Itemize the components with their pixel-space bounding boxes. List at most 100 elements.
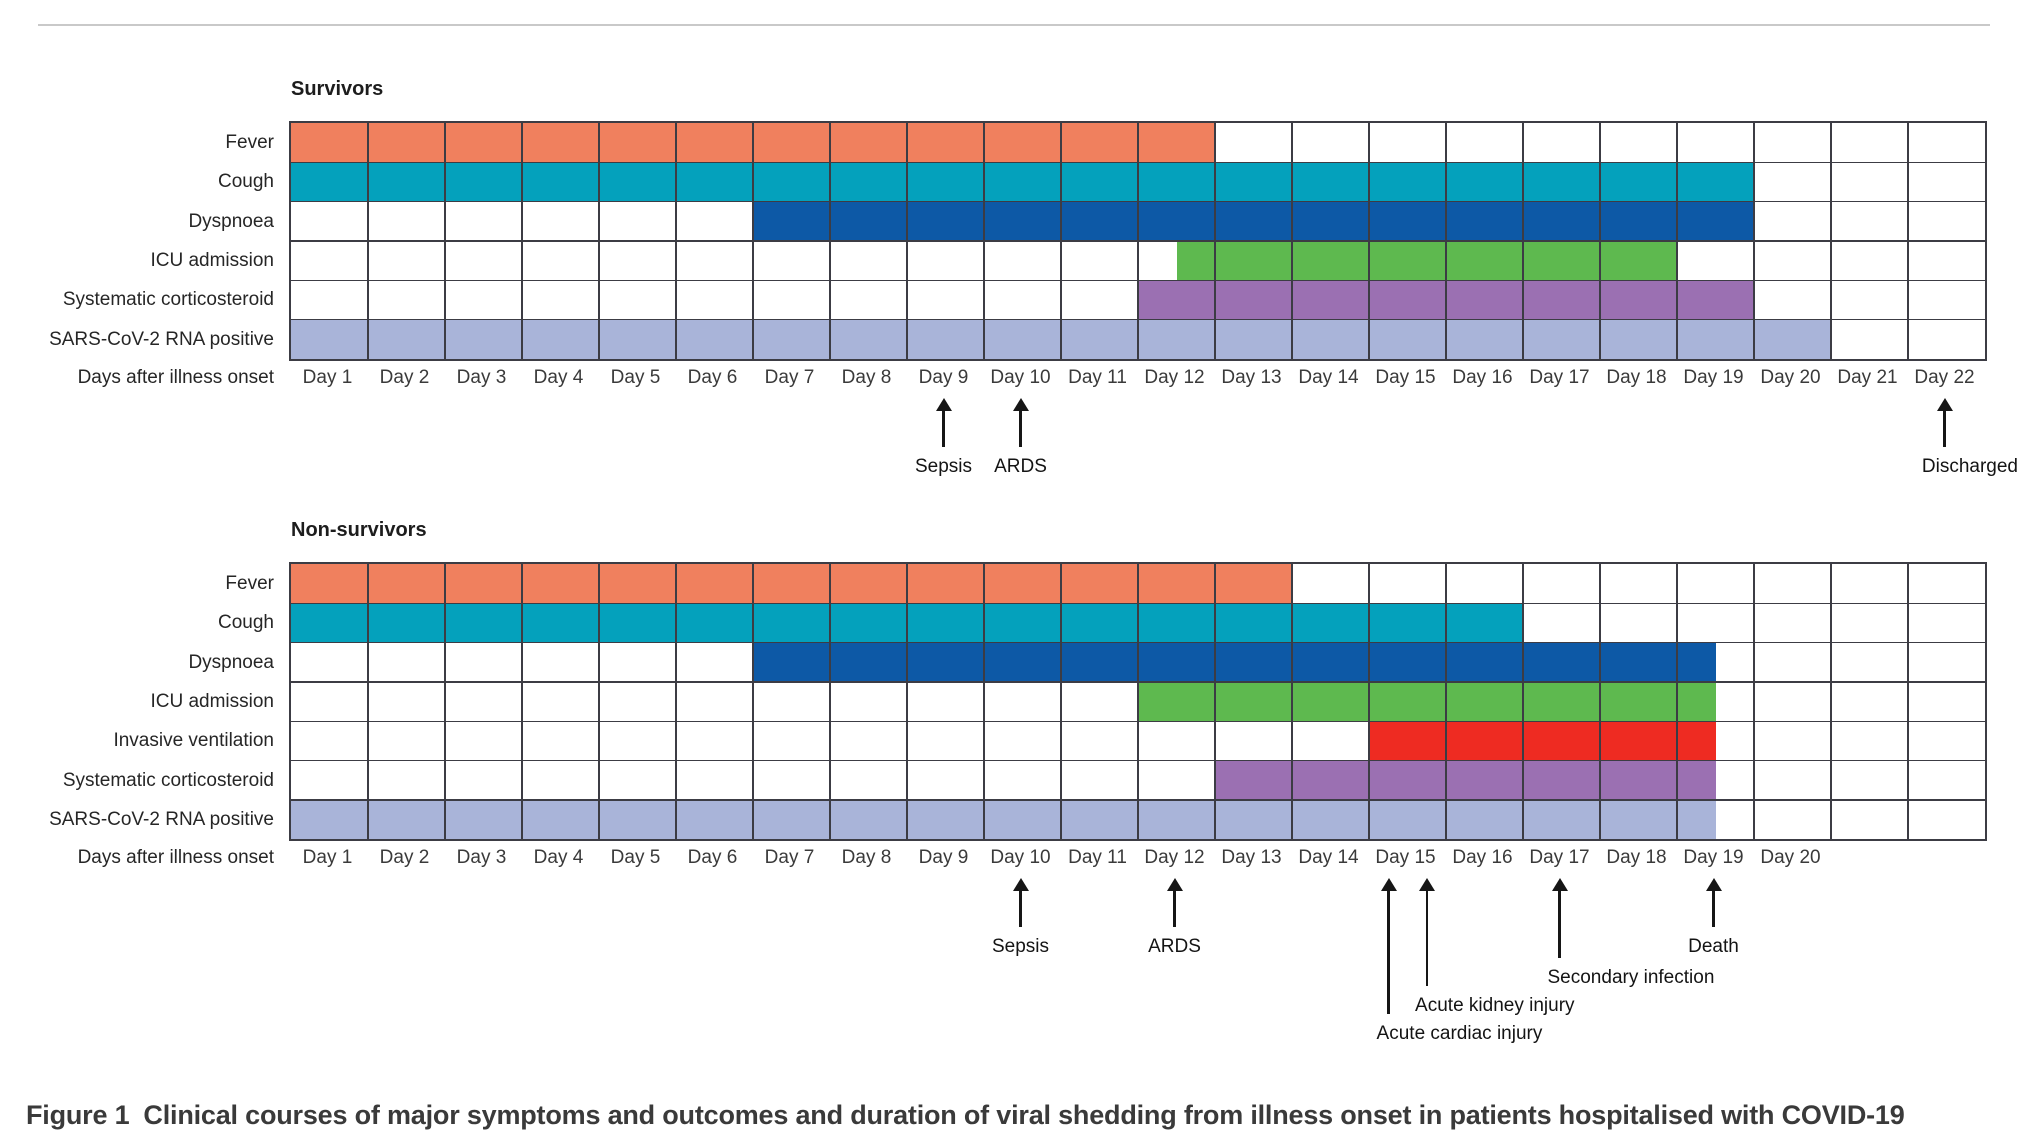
day-label-3: Day 3 [456, 367, 507, 388]
grid-vline [1445, 564, 1447, 839]
grid-vline [906, 564, 908, 839]
grid-vline [521, 564, 523, 839]
grid-vline [1214, 123, 1216, 359]
day-label-13: Day 13 [1221, 847, 1282, 868]
bar-dyspnoea [753, 642, 1716, 682]
grid-vline [1368, 564, 1370, 839]
grid-vline [906, 123, 908, 359]
row-label-cough: Cough [218, 171, 274, 193]
marker-label-ards: ARDS [994, 456, 1047, 477]
bar-invasive-ventilation [1369, 721, 1716, 761]
marker-label-sepsis: Sepsis [914, 456, 973, 477]
row-label-systematic-corticosteroid: Systematic corticosteroid [62, 769, 274, 791]
grid-vline [1445, 123, 1447, 359]
panel-title: Non-survivors [291, 519, 427, 541]
marker-arrow-sepsis [1012, 878, 1029, 891]
row-label-cough: Cough [218, 612, 274, 634]
day-label-21: Day 21 [1837, 367, 1898, 388]
day-label-19: Day 19 [1683, 847, 1744, 868]
bar-icu-admission [1138, 681, 1716, 722]
day-label-4: Day 4 [533, 367, 584, 388]
marker-arrow-ards [1012, 398, 1029, 411]
bar-cough [291, 162, 1754, 202]
grid-vline [752, 123, 754, 359]
grid-vline [1368, 123, 1370, 359]
grid-vline [675, 123, 677, 359]
grid-vline [444, 123, 446, 359]
day-label-9: Day 9 [918, 367, 969, 388]
grid-vline [367, 123, 369, 359]
grid-vline [1291, 123, 1293, 359]
grid-vline [1137, 564, 1139, 839]
row-label-icu-admission: ICU admission [150, 249, 274, 271]
marker-stem-death [1712, 890, 1715, 927]
grid-vline [1522, 564, 1524, 839]
grid-vline [829, 123, 831, 359]
marker-stem-ards [1019, 410, 1022, 447]
grid-vline [829, 564, 831, 839]
grid-vline [1676, 564, 1678, 839]
grid-vline [1137, 123, 1139, 359]
marker-stem-secondary-infection [1558, 890, 1561, 958]
grid-vline [1753, 564, 1755, 839]
figure-caption-label: Figure 1 [26, 1100, 130, 1130]
timeline-grid [289, 121, 1987, 361]
day-label-6: Day 6 [687, 847, 738, 868]
top-rule [38, 24, 1990, 26]
day-label-19: Day 19 [1683, 367, 1744, 388]
row-label-fever: Fever [225, 573, 274, 594]
day-label-11: Day 11 [1068, 367, 1127, 388]
day-label-6: Day 6 [687, 367, 738, 388]
bar-fever [291, 564, 1292, 604]
row-label-icu-admission: ICU admission [150, 690, 274, 712]
grid-vline [598, 123, 600, 359]
grid-vline [1830, 123, 1832, 359]
day-label-15: Day 15 [1375, 367, 1436, 388]
marker-stem-ards [1173, 890, 1176, 927]
marker-stem-sepsis [1019, 890, 1022, 927]
day-label-22: Day 22 [1914, 367, 1975, 388]
day-label-18: Day 18 [1606, 367, 1667, 388]
marker-label-sepsis: Sepsis [991, 936, 1050, 957]
grid-vline [1060, 564, 1062, 839]
day-label-12: Day 12 [1144, 847, 1205, 868]
bar-icu-admission [1176, 240, 1677, 281]
grid-vline [1830, 564, 1832, 839]
grid-vline [1214, 564, 1216, 839]
row-label-invasive-ventilation: Invasive ventilation [113, 730, 274, 752]
panel-title: Survivors [291, 78, 384, 100]
grid-vline [1291, 564, 1293, 839]
day-label-3: Day 3 [456, 847, 507, 868]
day-label-14: Day 14 [1298, 367, 1359, 388]
timeline-grid [289, 562, 1987, 841]
grid-vline [1753, 123, 1755, 359]
grid-vline [1907, 123, 1909, 359]
grid-vline [983, 564, 985, 839]
bar-systematic-corticosteroid [1215, 760, 1716, 800]
row-label-sars-cov-2-rna-positive: SARS-CoV-2 RNA positive [49, 808, 274, 830]
day-label-5: Day 5 [610, 847, 661, 868]
marker-stem-acute-cardiac-injury [1387, 890, 1390, 1014]
figure-caption: Figure 1 Clinical courses of major sympto… [26, 1100, 1905, 1131]
row-label-dyspnoea: Dyspnoea [188, 210, 274, 232]
figure-caption-text: Clinical courses of major symptoms and o… [143, 1100, 1905, 1130]
grid-vline [521, 123, 523, 359]
bar-sars-cov-2-rna-positive [291, 799, 1716, 840]
day-label-15: Day 15 [1375, 847, 1436, 868]
day-label-9: Day 9 [918, 847, 969, 868]
marker-arrow-ards [1166, 878, 1183, 891]
marker-label-acute-cardiac-injury: Acute cardiac injury [1376, 1023, 1543, 1044]
day-label-16: Day 16 [1452, 367, 1513, 388]
day-label-1: Day 1 [302, 847, 353, 868]
day-label-18: Day 18 [1606, 847, 1667, 868]
marker-arrow-secondary-infection [1551, 878, 1568, 891]
grid-vline [1907, 564, 1909, 839]
grid-vline [1060, 123, 1062, 359]
marker-arrow-death [1705, 878, 1722, 891]
grid-vline [983, 123, 985, 359]
row-label-dyspnoea: Dyspnoea [188, 651, 274, 673]
day-label-8: Day 8 [841, 367, 892, 388]
day-label-10: Day 10 [990, 367, 1051, 388]
marker-label-death: Death [1688, 936, 1739, 957]
